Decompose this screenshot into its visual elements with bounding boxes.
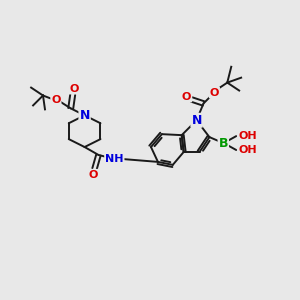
- Text: O: O: [51, 95, 61, 106]
- Text: N: N: [191, 114, 202, 127]
- Text: O: O: [69, 84, 78, 94]
- Text: O: O: [210, 88, 219, 98]
- Text: B: B: [219, 136, 228, 150]
- Text: O: O: [182, 92, 191, 101]
- Text: NH: NH: [105, 154, 124, 164]
- Text: OH: OH: [238, 131, 257, 141]
- Text: O: O: [89, 170, 98, 180]
- Text: N: N: [80, 109, 90, 122]
- Text: OH: OH: [238, 145, 257, 155]
